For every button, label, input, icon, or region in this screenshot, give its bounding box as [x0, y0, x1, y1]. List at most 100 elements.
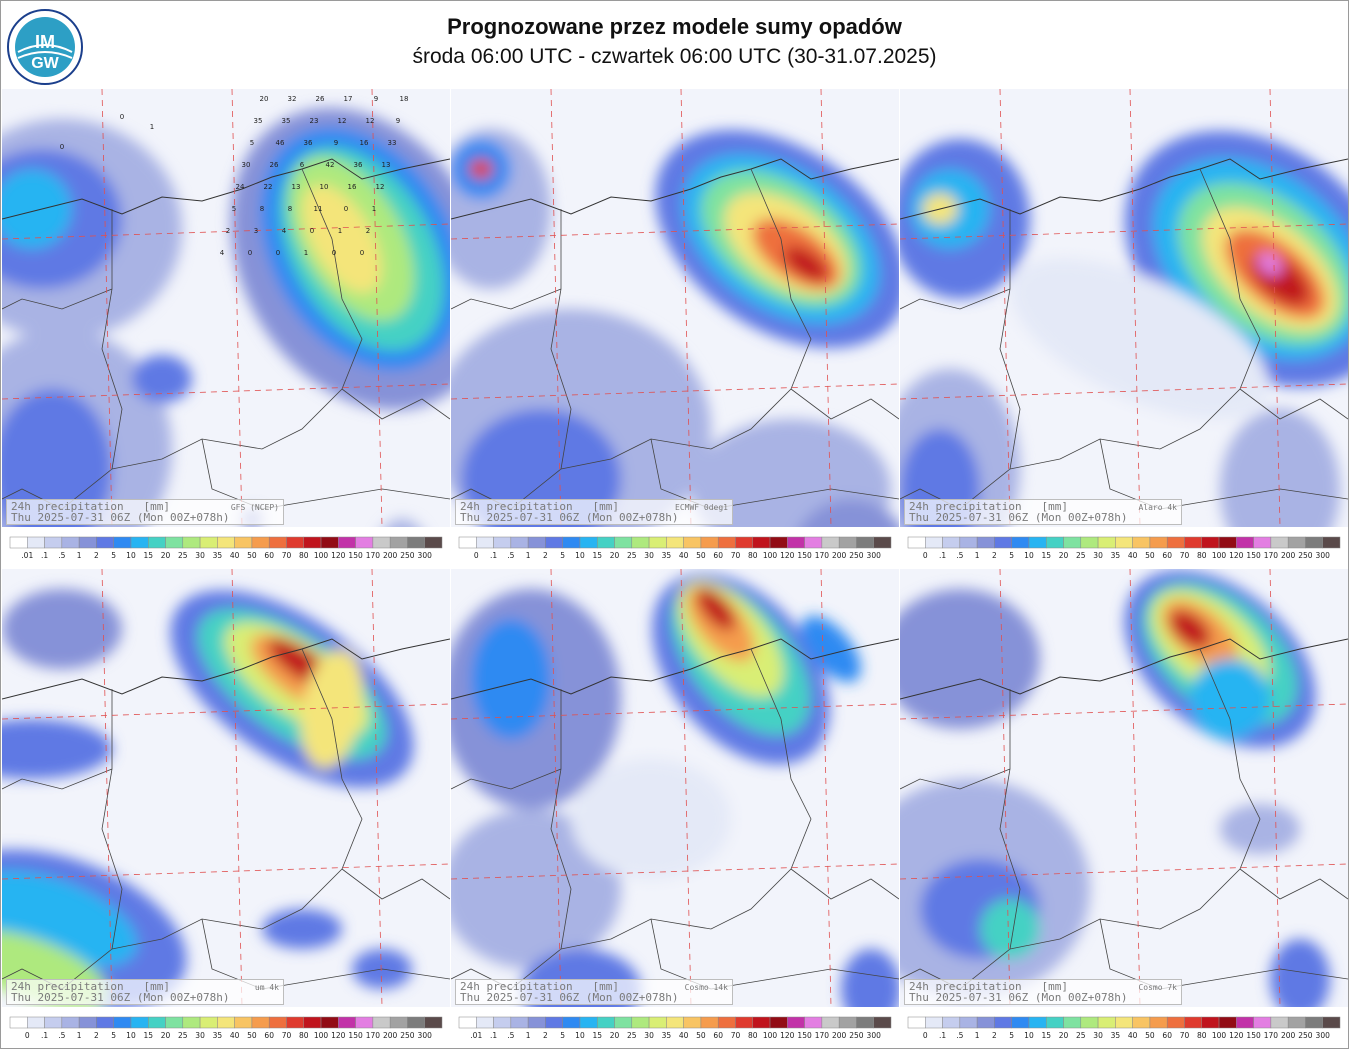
- colorbar-tick-label: 2: [992, 551, 997, 560]
- colorbar-swatch: [96, 1016, 114, 1029]
- colorbar-tick-label: 100: [763, 1031, 778, 1040]
- colorbar-swatch: [579, 1016, 598, 1029]
- colorbar-tick-label: 20: [161, 551, 171, 560]
- colorbar-swatch: [717, 536, 736, 549]
- graticule-line: [2, 863, 450, 880]
- colorbar-tick-label: .5: [507, 1031, 514, 1040]
- colorbar-swatch: [1149, 536, 1168, 549]
- colorbar-tick-label: 10: [1024, 1031, 1034, 1040]
- station-value: 12: [338, 117, 347, 125]
- coastline: [451, 158, 899, 220]
- colorbar-swatch: [666, 536, 684, 549]
- graticule-line: [2, 703, 450, 720]
- station-value: 9: [334, 139, 338, 147]
- colorbar-swatch: [959, 536, 978, 549]
- colorbar-swatch: [631, 536, 650, 549]
- precip-area: [571, 759, 731, 879]
- colorbar-swatch: [303, 1016, 322, 1029]
- colorbar-tick-label: 35: [1111, 1031, 1121, 1040]
- station-value: 42: [326, 161, 335, 169]
- colorbar-swatch: [389, 536, 408, 549]
- colorbar-swatch: [735, 1016, 754, 1029]
- colorbar-tick-label: 5: [560, 551, 565, 560]
- station-value: 0: [344, 205, 348, 213]
- station-value: 0: [60, 143, 64, 151]
- colorbar-tick-label: 170: [815, 551, 830, 560]
- station-value: 0: [120, 113, 124, 121]
- precipitation-map: [900, 569, 1348, 1007]
- colorbar-tick-label: 15: [143, 1031, 153, 1040]
- colorbar-swatch: [372, 536, 391, 549]
- precip-area: [1270, 939, 1330, 1007]
- panel-label: 24h precipitation [mm] ECMWF 0deg1 Thu 202…: [455, 499, 733, 525]
- colorbar-tick-label: 100: [1212, 1031, 1227, 1040]
- station-value: 20: [260, 95, 269, 103]
- colorbar-tick-label: 150: [1246, 1031, 1261, 1040]
- colorbar-tick-label: 80: [299, 551, 309, 560]
- colorbar-tick-label: 50: [696, 1031, 706, 1040]
- colorbar-swatch: [925, 536, 943, 549]
- colorbar-swatch: [424, 1016, 443, 1029]
- colorbar-swatch: [1063, 1016, 1082, 1029]
- station-value: 46: [276, 139, 285, 147]
- colorbar-tick-label: 150: [797, 551, 812, 560]
- colorbar-swatch: [44, 536, 63, 549]
- graticule-line: [900, 383, 1348, 400]
- colorbar-tick-label: 200: [1281, 1031, 1296, 1040]
- variable-label: 24h precipitation [mm]: [909, 980, 1068, 993]
- station-value: 8: [288, 205, 292, 213]
- colorbar-swatch: [545, 536, 563, 549]
- station-value: 13: [292, 183, 301, 191]
- colorbar-tick-label: 1: [975, 1031, 980, 1040]
- station-value: 16: [360, 139, 369, 147]
- colorbar-swatch: [113, 1016, 132, 1029]
- colorbar-swatch: [510, 536, 529, 549]
- colorbar-swatch: [787, 536, 805, 549]
- colorbar-tick-label: 10: [575, 1031, 585, 1040]
- station-value: 13: [382, 161, 391, 169]
- country-borders: [900, 168, 1348, 510]
- colorbar-tick-label: 200: [383, 1031, 398, 1040]
- forecast-panel: 24h precipitation [mm] Cosmo 7k Thu 2025-0…: [900, 569, 1348, 1007]
- coastline: [2, 638, 450, 700]
- colorbar-tick-label: 120: [331, 1031, 346, 1040]
- model-name: Alaro 4k: [1138, 503, 1177, 512]
- country-borders: [451, 648, 899, 990]
- colorbar-tick-label: 70: [731, 1031, 741, 1040]
- station-value: 1: [150, 123, 154, 131]
- colorbar-tick-label: 100: [1212, 551, 1227, 560]
- station-value: 10: [320, 183, 329, 191]
- colorbar-swatch: [614, 536, 633, 549]
- colorbar-swatch: [596, 1016, 615, 1029]
- colorbar-swatch: [959, 1016, 978, 1029]
- page-title: Prognozowane przez modele sumy opadów: [447, 14, 902, 39]
- station-value: 1: [372, 205, 376, 213]
- forecast-panel: 24h precipitation [mm] um 4k Thu 2025-07-3…: [2, 569, 450, 1007]
- model-name: um 4k: [254, 983, 279, 992]
- station-value: 35: [254, 117, 263, 125]
- precip-area: [2, 870, 138, 968]
- colorbar-tick-label: 120: [780, 551, 795, 560]
- station-value: 4: [220, 249, 225, 257]
- colorbar-swatch: [1322, 536, 1341, 549]
- precip-area: [696, 587, 736, 631]
- graticule-line: [680, 89, 692, 527]
- colorbar-tick-label: 0: [474, 551, 479, 560]
- colorbar-tick-label: 70: [1180, 551, 1190, 560]
- graticule-line: [680, 569, 692, 1007]
- colorbar-tick-label: 70: [282, 1031, 292, 1040]
- graticule-line: [999, 89, 1011, 527]
- valid-time: Thu 2025-07-31 06Z (Mon 00Z+078h): [460, 991, 679, 1004]
- precipitation-field: [451, 573, 899, 1007]
- station-value: 0: [248, 249, 252, 257]
- colorbar-tick-label: 170: [815, 1031, 830, 1040]
- colorbar-tick-label: 1: [975, 551, 980, 560]
- colorbar-tick-label: 25: [1076, 1031, 1086, 1040]
- colorbar-tick-label: 10: [126, 551, 136, 560]
- colorbar-swatch: [648, 1016, 667, 1029]
- valid-time: Thu 2025-07-31 06Z (Mon 00Z+078h): [909, 511, 1128, 524]
- colorbar-swatch: [545, 1016, 563, 1029]
- colorbar-tick-label: 250: [849, 1031, 864, 1040]
- colorbar-swatch: [217, 1016, 235, 1029]
- colorbar-tick-label: 150: [348, 551, 363, 560]
